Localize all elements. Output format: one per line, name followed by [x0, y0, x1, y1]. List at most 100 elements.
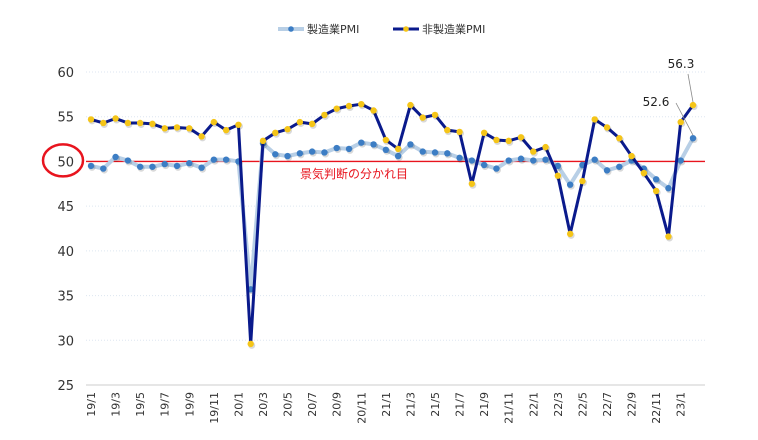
y-tick-label: 60 [57, 66, 74, 81]
x-tick-label: 22/1 [527, 392, 540, 417]
data-point [321, 149, 328, 156]
x-tick-label: 21/1 [380, 392, 393, 417]
data-point [358, 100, 365, 108]
data-point [370, 107, 377, 114]
data-point [198, 164, 205, 171]
x-tick-label: 19/1 [85, 392, 98, 417]
data-point [161, 160, 168, 168]
data-point [272, 129, 279, 137]
y-tick-label: 25 [57, 379, 74, 394]
legend-marker-icon [403, 26, 409, 32]
data-point [284, 152, 291, 160]
data-point [149, 120, 156, 128]
data-point [235, 121, 242, 128]
x-tick-label: 19/5 [134, 392, 147, 417]
x-tick-label: 20/9 [331, 392, 344, 417]
data-point [407, 141, 414, 148]
data-point [210, 156, 218, 163]
data-point [456, 154, 463, 162]
data-point [222, 126, 230, 134]
data-point [431, 149, 439, 156]
data-point [124, 157, 132, 164]
x-tick-label: 21/3 [404, 392, 417, 417]
data-point [222, 156, 230, 163]
data-point [419, 114, 426, 121]
data-point [345, 145, 353, 153]
x-tick-label: 20/5 [282, 392, 295, 417]
x-tick-label: 21/11 [503, 392, 516, 424]
data-point [173, 124, 181, 131]
data-point [296, 150, 304, 157]
annotation-label: 56.3 [668, 57, 695, 71]
data-point [173, 162, 181, 170]
x-tick-label: 22/7 [601, 392, 614, 417]
data-point [308, 148, 316, 155]
data-point [616, 163, 623, 170]
highlight-circle [41, 143, 85, 178]
data-point [640, 169, 648, 177]
data-point [603, 124, 611, 131]
data-point [308, 120, 316, 128]
x-tick-label: 20/7 [306, 392, 319, 417]
data-point [566, 181, 574, 188]
data-point [112, 153, 119, 161]
x-tick-label: 22/11 [650, 392, 663, 424]
legend: 製造業PMI 非製造業PMI [278, 22, 485, 36]
data-point [603, 167, 611, 174]
data-point [554, 162, 562, 170]
data-point [444, 126, 451, 134]
data-point [579, 177, 586, 185]
data-point [333, 105, 340, 112]
x-tick-label: 20/3 [257, 392, 270, 417]
data-point [382, 146, 390, 154]
data-point [591, 156, 598, 163]
data-point [493, 136, 500, 144]
data-point [677, 118, 684, 126]
data-point [665, 185, 672, 192]
data-point [161, 125, 168, 132]
data-point [652, 176, 660, 183]
x-tick-label: 20/1 [232, 392, 245, 417]
data-point [382, 136, 390, 144]
data-point [87, 162, 95, 170]
data-point [517, 155, 525, 162]
data-point [456, 128, 463, 136]
data-point [149, 163, 156, 170]
data-point [186, 160, 193, 167]
data-point [198, 133, 205, 140]
data-point [444, 150, 451, 157]
x-tick-label: 20/11 [355, 392, 368, 424]
data-point [394, 145, 402, 153]
data-point [247, 340, 254, 348]
data-point [394, 152, 402, 160]
legend-item: 製造業PMI [278, 22, 359, 36]
data-point [616, 134, 623, 142]
data-point [370, 141, 377, 148]
data-point [296, 118, 304, 126]
annotation-leader [687, 73, 694, 103]
data-point [530, 157, 537, 164]
data-point [345, 102, 353, 110]
data-point [112, 115, 119, 122]
data-point [468, 157, 476, 164]
data-point [321, 111, 328, 119]
x-tick-label: 22/5 [576, 392, 589, 417]
data-point [419, 148, 426, 155]
x-tick-label: 22/9 [626, 392, 639, 417]
data-point [677, 157, 684, 164]
data-point [186, 125, 193, 132]
data-point [542, 156, 549, 163]
data-point [554, 172, 562, 179]
data-point [652, 187, 660, 195]
x-tick-label: 19/3 [110, 392, 123, 417]
data-point [87, 116, 95, 123]
data-point [628, 152, 635, 160]
data-point [530, 148, 537, 155]
data-point [100, 165, 107, 172]
data-point [124, 119, 132, 127]
x-tick-label: 19/11 [208, 392, 221, 424]
data-point [284, 126, 291, 133]
annotation-label: 52.6 [643, 95, 670, 109]
